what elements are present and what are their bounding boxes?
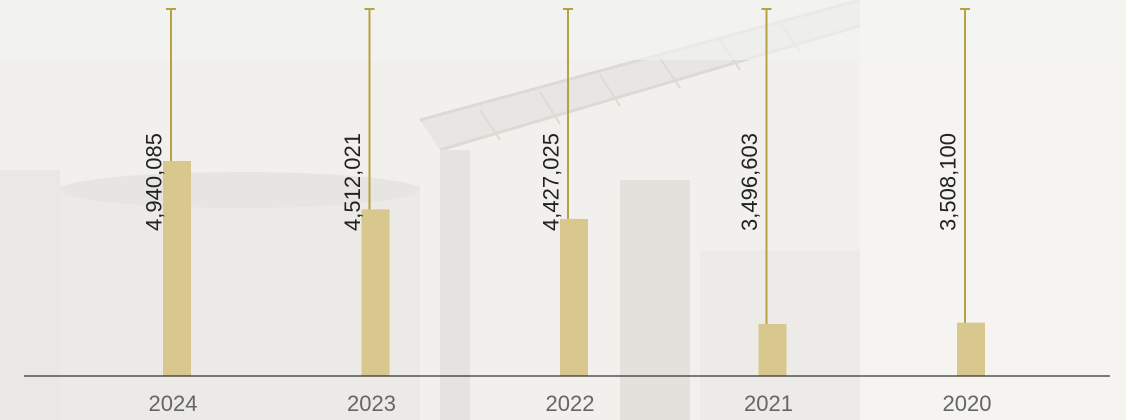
value-label-2022: 4,427,025 xyxy=(539,133,564,231)
x-tick-label-2024: 2024 xyxy=(149,391,198,416)
value-label-2021: 3,496,603 xyxy=(737,133,762,231)
x-tick-label-2021: 2021 xyxy=(744,391,793,416)
chart-marks: 4,940,085 2024 4,512,021 2023 4,427,025 2022 3… xyxy=(142,8,992,416)
value-label-2024: 4,940,085 xyxy=(142,133,167,231)
bar-2024 xyxy=(163,161,191,376)
value-label-2020: 3,508,100 xyxy=(936,133,961,231)
bar-2020 xyxy=(957,322,985,376)
bar-2021 xyxy=(758,324,787,376)
bar-2023 xyxy=(361,209,390,376)
x-tick-label-2020: 2020 xyxy=(943,391,992,416)
bar-2022 xyxy=(560,218,588,376)
x-tick-label-2023: 2023 xyxy=(347,391,396,416)
value-label-2023: 4,512,021 xyxy=(340,133,365,231)
x-tick-label-2022: 2022 xyxy=(546,391,595,416)
